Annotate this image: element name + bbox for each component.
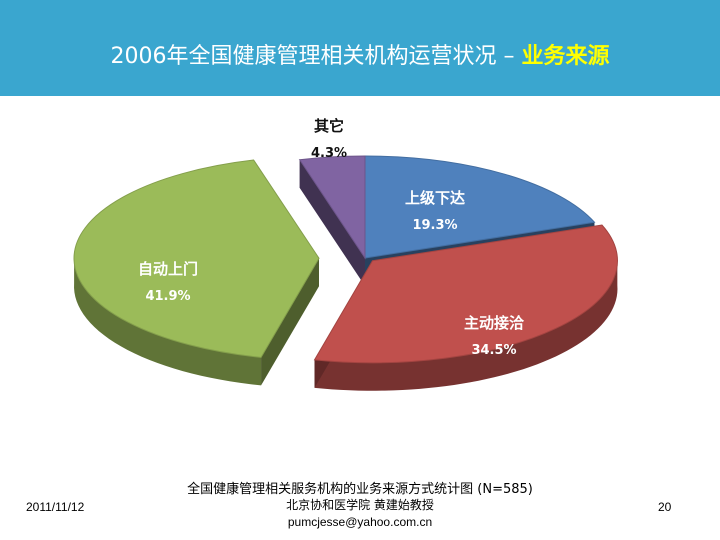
footer-author: 北京协和医学院 黄建始教授 bbox=[286, 498, 434, 512]
page-number: 20 bbox=[658, 500, 672, 514]
slice-label: 其它 bbox=[314, 117, 344, 135]
footer-email: pumcjesse@yahoo.com.cn bbox=[287, 515, 433, 529]
footer-date: 2011/11/12 bbox=[26, 500, 85, 514]
pie-slice bbox=[313, 224, 618, 364]
slice-cut-wall bbox=[261, 258, 320, 386]
pie-slice bbox=[298, 155, 366, 260]
slice-cut-wall bbox=[299, 159, 365, 286]
pie-slice bbox=[73, 159, 320, 358]
chart-caption: 全国健康管理相关服务机构的业务来源方式统计图 (N=585) bbox=[187, 482, 533, 497]
slide-title-main: 2006年全国健康管理相关机构运营状况 – bbox=[110, 44, 522, 69]
slide-title: 2006年全国健康管理相关机构运营状况 – 业务来源 bbox=[0, 38, 720, 70]
slice-value-label: 41.9% bbox=[145, 289, 190, 304]
slice-value-label: 4.3% bbox=[311, 146, 347, 161]
slice-label: 自动上门 bbox=[138, 260, 198, 278]
slice-label: 主动接洽 bbox=[464, 314, 525, 332]
pie-slice bbox=[364, 155, 596, 259]
slice-value-label: 34.5% bbox=[471, 343, 516, 358]
slice-wall bbox=[74, 255, 262, 386]
title-bar bbox=[0, 0, 720, 96]
footer-author-block: 北京协和医学院 黄建始教授 pumcjesse@yahoo.com.cn bbox=[0, 497, 720, 531]
slice-wall bbox=[314, 257, 618, 391]
slide-title-highlight: 业务来源 bbox=[521, 44, 610, 69]
pie-chart: 上级下达 19.3% 主动接洽 34.5% 自动上门 41.9% 其它 4.3% bbox=[73, 117, 618, 391]
slice-label: 上级下达 bbox=[405, 189, 465, 207]
slice-value-label: 19.3% bbox=[412, 218, 457, 233]
